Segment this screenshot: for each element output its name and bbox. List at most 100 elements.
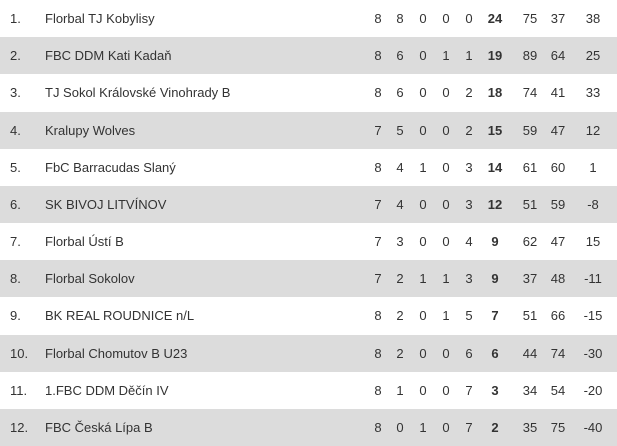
goals-against: 75	[550, 419, 566, 435]
ot-losses: 0	[442, 234, 450, 249]
points: 18	[487, 85, 503, 101]
wins: 2	[396, 308, 404, 324]
goal-diff: 38	[585, 11, 601, 26]
points: 14	[487, 159, 503, 175]
goals-for: 89	[522, 48, 538, 64]
table-row: 10. Florbal Chomutov B U23 8 2 0 0 6 6 44 74 -30	[0, 334, 617, 372]
table-row: 9. BK REAL ROUDNICE n/L 8 2 0 1 5 7 51 66 -15	[0, 297, 617, 334]
wins: 4	[396, 159, 404, 175]
losses: 6	[465, 345, 473, 361]
ot-losses: 1	[442, 271, 450, 287]
goals-against: 60	[550, 159, 566, 175]
points: 2	[491, 419, 499, 435]
points: 9	[491, 271, 499, 287]
losses: 7	[465, 419, 473, 435]
points: 24	[487, 11, 503, 26]
played: 7	[374, 271, 382, 287]
wins: 5	[396, 122, 404, 138]
played: 8	[374, 308, 382, 324]
goals-for: 51	[522, 308, 538, 324]
table-row: 7. Florbal Ústí B 7 3 0 0 4 9 62 47 15	[0, 223, 617, 260]
team-name: Kralupy Wolves	[45, 122, 136, 138]
wins: 1	[396, 382, 404, 398]
goal-diff: -40	[583, 419, 603, 435]
goals-for: 61	[522, 159, 538, 175]
ot-losses: 0	[442, 419, 450, 435]
played: 8	[374, 159, 382, 175]
goal-diff: 33	[585, 85, 601, 101]
ot-losses: 0	[442, 85, 450, 101]
wins: 0	[396, 419, 404, 435]
ot-wins: 0	[419, 382, 427, 398]
ot-wins: 0	[419, 308, 427, 324]
team-name: 1.FBC DDM Děčín IV	[45, 382, 169, 398]
team-name: SK BIVOJ LITVÍNOV	[45, 196, 167, 212]
goal-diff: 12	[585, 122, 601, 138]
team-name: BK REAL ROUDNICE n/L	[45, 308, 195, 324]
goals-against: 48	[550, 271, 566, 287]
goals-against: 59	[550, 196, 566, 212]
ot-wins: 0	[419, 196, 427, 212]
losses: 2	[465, 122, 473, 138]
points: 15	[487, 122, 503, 138]
ot-losses: 1	[442, 308, 450, 324]
rank: 3.	[10, 85, 21, 101]
wins: 3	[396, 234, 404, 249]
table-row: 8. Florbal Sokolov 7 2 1 1 3 9 37 48 -11	[0, 260, 617, 298]
wins: 8	[396, 11, 404, 26]
table-row: 6. SK BIVOJ LITVÍNOV 7 4 0 0 3 12 51 59 -8	[0, 185, 617, 223]
played: 8	[374, 11, 382, 26]
goals-against: 64	[550, 48, 566, 64]
points: 19	[487, 48, 503, 64]
rank: 12.	[10, 419, 29, 435]
team-name: TJ Sokol Královské Vinohrady B	[45, 85, 231, 101]
goal-diff: 15	[585, 234, 601, 249]
points: 3	[491, 382, 499, 398]
played: 7	[374, 196, 382, 212]
goal-diff: 25	[585, 48, 601, 64]
table-row: 1. Florbal TJ Kobylisy 8 8 0 0 0 24 75 37 38	[0, 0, 617, 37]
played: 8	[374, 382, 382, 398]
losses: 1	[465, 48, 473, 64]
ot-wins: 1	[419, 159, 427, 175]
ot-losses: 0	[442, 159, 450, 175]
losses: 7	[465, 382, 473, 398]
team-name: FBC DDM Kati Kadaň	[45, 48, 172, 64]
ot-wins: 1	[419, 419, 427, 435]
ot-losses: 0	[442, 196, 450, 212]
ot-wins: 0	[419, 11, 427, 26]
goals-for: 37	[522, 271, 538, 287]
played: 7	[374, 234, 382, 249]
rank: 1.	[10, 11, 21, 26]
rank: 9.	[10, 308, 21, 324]
table-row: 2. FBC DDM Kati Kadaň 8 6 0 1 1 19 89 64 25	[0, 37, 617, 75]
goal-diff: -15	[583, 308, 603, 324]
rank: 7.	[10, 234, 21, 249]
points: 6	[491, 345, 499, 361]
goals-for: 74	[522, 85, 538, 101]
goals-for: 62	[522, 234, 538, 249]
goal-diff: -8	[587, 196, 599, 212]
wins: 2	[396, 271, 404, 287]
team-name: Florbal TJ Kobylisy	[45, 11, 155, 26]
goals-against: 66	[550, 308, 566, 324]
team-name: FbC Barracudas Slaný	[45, 159, 176, 175]
goals-against: 47	[550, 122, 566, 138]
goals-against: 54	[550, 382, 566, 398]
team-name: FBC Česká Lípa B	[45, 419, 153, 435]
table-row: 11. 1.FBC DDM Děčín IV 8 1 0 0 7 3 34 54 -20	[0, 372, 617, 409]
goal-diff: 1	[589, 159, 597, 175]
played: 7	[374, 122, 382, 138]
goals-against: 41	[550, 85, 566, 101]
wins: 4	[396, 196, 404, 212]
losses: 3	[465, 159, 473, 175]
losses: 0	[465, 11, 473, 26]
goal-diff: -11	[584, 271, 602, 287]
points: 9	[491, 234, 499, 249]
points: 12	[487, 196, 503, 212]
losses: 2	[465, 85, 473, 101]
goals-for: 34	[522, 382, 538, 398]
rank: 5.	[10, 159, 21, 175]
goals-for: 44	[522, 345, 538, 361]
